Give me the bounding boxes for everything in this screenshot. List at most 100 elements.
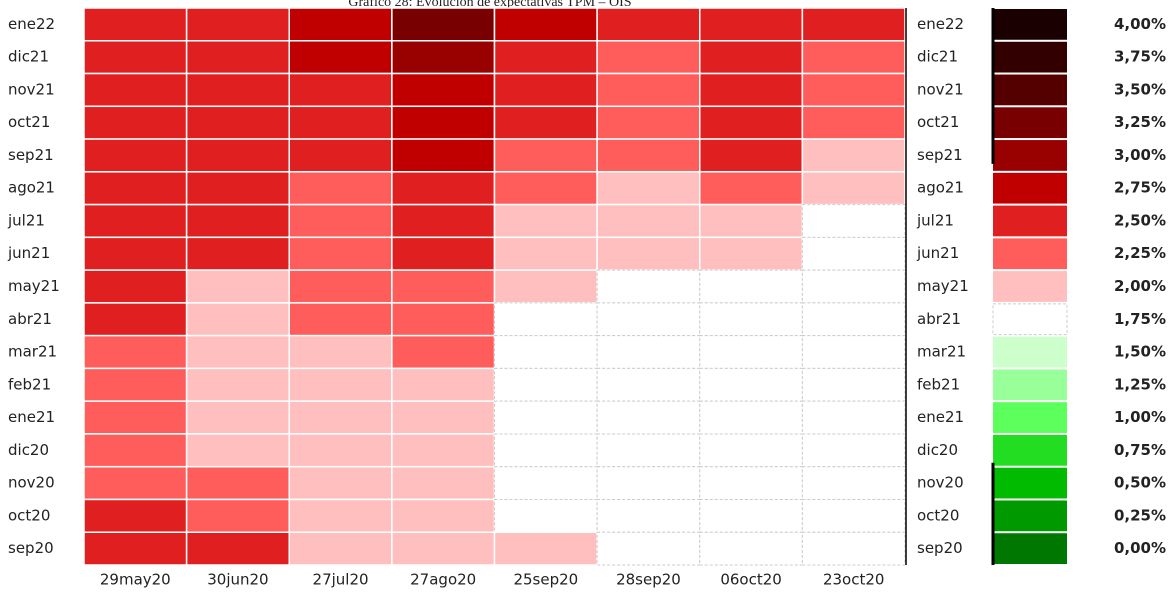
legend-row-label: ago21 bbox=[917, 179, 964, 197]
heat-cell bbox=[391, 40, 496, 75]
heat-cell bbox=[801, 531, 906, 566]
heat-cell bbox=[83, 400, 188, 435]
legend-swatch bbox=[993, 369, 1067, 401]
heat-cell bbox=[288, 531, 393, 566]
heat-cell bbox=[494, 367, 598, 402]
heat-cell bbox=[288, 302, 393, 337]
heat-cell bbox=[699, 105, 804, 140]
heat-cell bbox=[801, 433, 906, 468]
heat-cell bbox=[185, 334, 290, 370]
heat-cell bbox=[596, 531, 701, 566]
heat-cell bbox=[801, 367, 906, 402]
legend-label: 1,50% bbox=[1114, 343, 1166, 361]
heat-cell bbox=[699, 236, 804, 271]
heat-cell bbox=[83, 105, 188, 140]
heat-cell bbox=[699, 7, 804, 42]
heat-cell bbox=[391, 7, 496, 42]
x-tick-label: 27jul20 bbox=[313, 571, 369, 589]
heat-cell bbox=[699, 433, 803, 468]
heat-cell bbox=[596, 302, 701, 337]
heat-cell bbox=[596, 400, 701, 435]
legend-label: 2,25% bbox=[1114, 244, 1166, 262]
heat-cell bbox=[391, 236, 496, 271]
heat-cell bbox=[185, 105, 290, 140]
heat-cell bbox=[493, 72, 598, 108]
legend-label: 2,00% bbox=[1114, 277, 1166, 295]
heat-cell bbox=[391, 465, 496, 501]
y-tick-label: ago21 bbox=[8, 179, 55, 197]
heat-cell bbox=[391, 269, 496, 304]
y-tick-label: nov20 bbox=[8, 474, 55, 492]
heat-cell bbox=[699, 40, 804, 75]
legend-row-label: may21 bbox=[917, 277, 969, 295]
heat-cell bbox=[801, 72, 906, 108]
heat-cell bbox=[288, 171, 393, 206]
heat-cell bbox=[83, 138, 188, 173]
heat-cell bbox=[288, 138, 393, 173]
heat-cell bbox=[83, 302, 188, 337]
heat-cell bbox=[494, 433, 598, 468]
heat-cell bbox=[391, 498, 496, 533]
heat-cell bbox=[493, 203, 598, 239]
heat-cell bbox=[185, 433, 290, 468]
heat-cell bbox=[83, 7, 188, 42]
legend-label: 0,75% bbox=[1114, 441, 1166, 459]
heat-cell bbox=[391, 138, 496, 173]
legend-label: 3,50% bbox=[1114, 80, 1166, 98]
y-tick-label: nov21 bbox=[8, 80, 55, 98]
heat-cell bbox=[288, 465, 393, 501]
heat-cell bbox=[699, 531, 803, 566]
heat-cell bbox=[494, 335, 598, 369]
heat-cell bbox=[596, 269, 701, 304]
heat-cell bbox=[699, 171, 804, 206]
heat-cell bbox=[596, 498, 701, 533]
heat-cell bbox=[391, 203, 496, 239]
heat-cell bbox=[801, 171, 906, 206]
heat-cell bbox=[699, 138, 804, 173]
y-tick-label: jul21 bbox=[7, 211, 45, 229]
legend-swatch bbox=[993, 434, 1067, 466]
legend-swatch bbox=[993, 41, 1067, 73]
legend-row-label: sep20 bbox=[917, 539, 963, 557]
heat-cell bbox=[288, 40, 393, 75]
heat-cell bbox=[596, 236, 701, 271]
heat-cell bbox=[801, 466, 906, 500]
heat-cell bbox=[288, 269, 393, 304]
heat-cell bbox=[493, 105, 598, 140]
heat-cell bbox=[391, 367, 496, 402]
legend-label: 2,50% bbox=[1114, 211, 1166, 229]
heat-cell bbox=[185, 269, 290, 304]
legend-label: 3,75% bbox=[1114, 48, 1166, 66]
heat-cell bbox=[494, 302, 598, 337]
heat-cell bbox=[288, 203, 393, 239]
legend-row-label: oct20 bbox=[917, 506, 959, 524]
legend-row-label: sep21 bbox=[917, 146, 963, 164]
heat-cell bbox=[288, 400, 393, 435]
heat-cell bbox=[185, 302, 290, 337]
heat-cell bbox=[801, 204, 906, 238]
legend-swatch bbox=[993, 107, 1067, 139]
heat-cell bbox=[391, 400, 496, 435]
legend-row-label: mar21 bbox=[917, 343, 966, 361]
heat-cell bbox=[83, 465, 188, 501]
heat-cell bbox=[493, 171, 598, 206]
legend-label: 1,75% bbox=[1114, 310, 1166, 328]
heat-cell bbox=[699, 269, 803, 304]
heat-cell bbox=[185, 138, 290, 173]
heat-cell bbox=[801, 335, 906, 369]
legend-swatch bbox=[993, 336, 1067, 368]
heat-cell bbox=[699, 203, 804, 239]
legend-swatch bbox=[993, 500, 1067, 532]
heat-cell bbox=[288, 236, 393, 271]
x-tick-label: 29may20 bbox=[100, 571, 171, 589]
heat-cell bbox=[391, 171, 496, 206]
legend-row-label: nov20 bbox=[917, 474, 964, 492]
heat-cell bbox=[801, 105, 906, 140]
legend-swatch bbox=[993, 9, 1067, 40]
heat-cell bbox=[699, 498, 803, 533]
heat-cell bbox=[83, 40, 188, 75]
legend-swatch bbox=[993, 74, 1067, 106]
heat-cell bbox=[801, 269, 906, 304]
heat-cell bbox=[185, 171, 290, 206]
heat-cell bbox=[801, 7, 906, 42]
